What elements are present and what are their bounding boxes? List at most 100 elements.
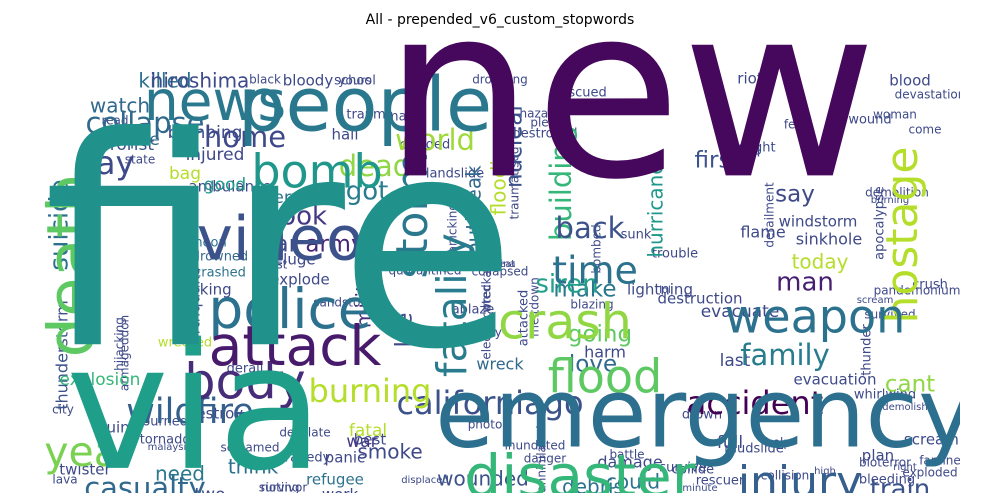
word-tragedy: tragedy — [280, 451, 331, 466]
word-tornado: tornado — [140, 433, 191, 448]
word-survived: survived — [864, 308, 915, 322]
word-weapon: weapon — [725, 290, 906, 344]
word-drowned: drowned — [192, 250, 248, 265]
word-new: new — [383, 35, 877, 232]
word-blazing: blazing — [570, 298, 613, 312]
word-collide: collide — [672, 463, 714, 478]
word-bombed: bombed — [590, 224, 604, 273]
word-armageddon: armageddon — [118, 315, 132, 391]
word-family: family — [740, 338, 830, 372]
word-sinkhole: sinkhole — [796, 230, 862, 249]
word-good: good — [204, 175, 246, 195]
word-lightning: lightning — [627, 281, 693, 299]
word-two: two — [195, 485, 226, 493]
word-feel: feel — [784, 118, 806, 132]
word-wreck: wreck — [476, 355, 524, 374]
word-wildfire: wildfire — [126, 392, 254, 432]
word-people: people — [238, 61, 492, 149]
word-deluge: deluge — [264, 251, 315, 269]
word-injury: injury — [738, 457, 862, 493]
word-collapse: collapse — [86, 106, 205, 140]
word-screaming: screaming — [904, 431, 960, 449]
word-sandstorm: sandstorm — [313, 296, 377, 310]
word-year: year — [45, 428, 136, 476]
word-sinking: sinking — [178, 281, 231, 299]
word-military: military — [352, 252, 376, 328]
word-explode: explode — [270, 271, 329, 289]
word-ambulance: ambulance — [188, 178, 271, 196]
word-world: world — [395, 123, 475, 157]
word-lava: lava — [52, 473, 77, 487]
word-war: war — [346, 432, 377, 452]
word-could: could — [606, 470, 660, 494]
word-devastation: devastation — [895, 88, 960, 102]
word-say: say — [775, 182, 815, 208]
word-cloud-canvas: displaced malaysia demolish burning scream lo… — [45, 35, 960, 493]
word-drown: drown — [682, 408, 722, 423]
word-evacuation: evacuation — [794, 371, 877, 389]
word-panic: panic — [325, 449, 366, 467]
word-hiroshima: hiroshima — [151, 69, 250, 93]
word-siren: siren — [535, 270, 598, 300]
word-injured: injured — [186, 145, 245, 165]
word-exploded: exploded — [902, 466, 957, 480]
word-army: army — [305, 232, 364, 258]
word-service: service — [265, 188, 326, 208]
word-collapse: collapse — [90, 130, 160, 150]
word-drowning: drowning — [472, 73, 528, 87]
word-harm: harm — [584, 343, 626, 362]
word-look: look — [273, 202, 327, 232]
word-storm: storm — [387, 151, 438, 278]
word-drought: drought — [724, 141, 775, 156]
word-last: last — [720, 351, 751, 371]
word-annihilated: annihilated — [535, 425, 549, 492]
word-meltdown: meltdown — [528, 277, 542, 337]
word-smoke: smoke — [357, 440, 422, 464]
word-ablaze: ablaze — [452, 303, 495, 318]
word-state: state — [125, 153, 155, 167]
word-burning: burning — [871, 195, 909, 206]
word-day: day — [76, 144, 135, 182]
word-hail: hail — [331, 126, 358, 144]
word-derail: derail — [227, 362, 264, 377]
word-desolate: desolate — [279, 426, 330, 440]
word-kill: kill — [739, 143, 760, 161]
word-fear: fear — [79, 182, 131, 212]
word-battle: battle — [609, 448, 644, 462]
word-come: come — [908, 123, 941, 137]
word-mass: mass — [386, 110, 420, 125]
word-death: death — [45, 173, 109, 358]
word-destroyed: destroyed — [512, 127, 577, 142]
word-outbreak: outbreak — [462, 165, 486, 255]
word-flame: flame — [740, 223, 785, 242]
word-destroy: destroy — [187, 405, 243, 423]
word-killed: killed — [138, 69, 191, 93]
word-collided: collided — [400, 138, 450, 153]
word-evacuate: evacuate — [701, 302, 780, 322]
word-demolish: demolish — [882, 402, 927, 413]
word-hijacking: hijacking — [113, 317, 127, 371]
word-minute: minute — [682, 483, 717, 493]
word-forest: forest — [253, 258, 288, 272]
word-trouble: trouble — [652, 247, 698, 262]
word-video: video — [197, 204, 364, 275]
word-school: school — [334, 74, 376, 89]
word-collision: collision — [761, 469, 809, 483]
word-danger: danger — [524, 452, 567, 466]
word-photo: photo — [468, 418, 503, 432]
word-bag: bag — [169, 164, 201, 184]
word-high: high — [814, 466, 836, 477]
word-terrorist: terrorist — [86, 135, 154, 155]
word-going: going — [568, 322, 632, 348]
word-plan: plan — [862, 447, 894, 465]
word-time: time — [552, 249, 638, 293]
word-scream: scream — [857, 295, 894, 306]
word-car: car — [262, 232, 299, 258]
word-panicking: panicking — [446, 203, 460, 261]
word-many: many — [468, 326, 502, 340]
word-malaysia: malaysia — [148, 442, 193, 453]
word-read: read — [101, 114, 128, 128]
word-great: great — [489, 259, 516, 270]
word-woman: woman — [873, 108, 917, 122]
word-nuclear: nuclear — [502, 102, 528, 188]
